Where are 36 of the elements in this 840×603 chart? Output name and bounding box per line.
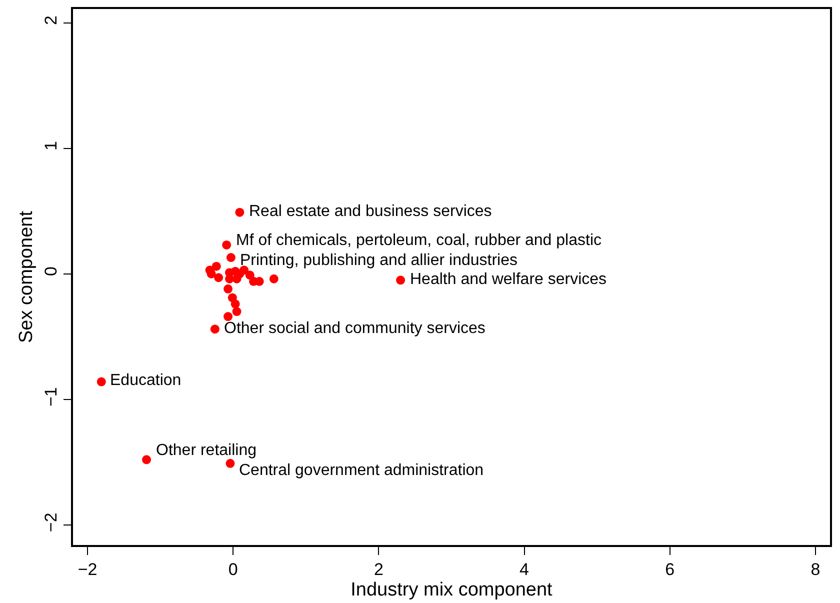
annotation: Other social and community services xyxy=(224,320,486,337)
annotation: Health and welfare services xyxy=(410,271,607,288)
point xyxy=(212,262,221,271)
point xyxy=(210,324,220,334)
point xyxy=(226,253,236,262)
point xyxy=(235,208,244,217)
annotation: Other retailing xyxy=(156,442,256,459)
x-tick-label: 8 xyxy=(810,560,820,580)
y-tick-label: 0 xyxy=(41,266,60,276)
annotation: Real estate and business services xyxy=(249,203,492,220)
x-axis-title: Industry mix component xyxy=(350,579,554,600)
point xyxy=(224,284,233,294)
x-tick-label: 0 xyxy=(228,560,238,580)
point xyxy=(232,307,242,316)
point xyxy=(224,312,233,322)
point xyxy=(222,240,232,250)
point xyxy=(96,377,106,386)
point xyxy=(142,455,152,464)
y-tick-label: −2 xyxy=(41,512,60,532)
y-tick-label: −1 xyxy=(41,387,60,407)
y-axis-title: Sex component xyxy=(16,210,37,344)
point xyxy=(269,274,278,284)
annotation: Mf of chemicals, pertoleum, coal, rubber and plastic xyxy=(236,232,602,249)
x-tick-label: 6 xyxy=(665,560,675,580)
annotation: Central government administration xyxy=(239,462,484,479)
point xyxy=(214,273,224,282)
x-tick-label: −2 xyxy=(78,560,98,580)
point xyxy=(230,299,240,308)
y-tick-label: 2 xyxy=(41,16,60,25)
annotation: Education xyxy=(110,372,182,389)
x-tick-label: 4 xyxy=(520,560,530,580)
point xyxy=(226,458,235,468)
x-tick-label: 2 xyxy=(374,560,384,580)
y-tick-label: 1 xyxy=(41,141,60,151)
point xyxy=(396,276,406,285)
annotation: Printing, publishing and allier industries xyxy=(240,252,518,269)
